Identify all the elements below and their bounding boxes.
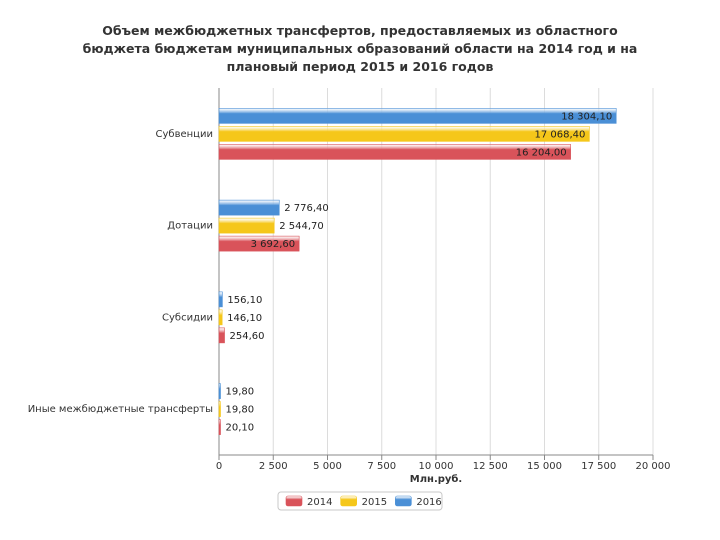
bar-2014-1[interactable]: [218, 144, 571, 160]
x-tick-label: 0: [216, 461, 222, 472]
bar-2014-2[interactable]: [218, 235, 300, 252]
data-label: 19,80: [226, 387, 255, 398]
data-label: 254,60: [230, 331, 265, 342]
chart-title-line-3: плановый период 2015 и 2016 годов: [226, 59, 494, 74]
data-label: 19,80: [226, 405, 255, 416]
legend-label-2016[interactable]: 2016: [416, 497, 441, 508]
x-tick-label: 17 500: [581, 461, 616, 472]
chart-title: Объем межбюджетных трансфертов, предоста…: [60, 22, 660, 76]
chart-title-line-1: Объем межбюджетных трансфертов, предоста…: [102, 23, 618, 38]
category-label: Субвенции: [156, 129, 213, 140]
category-label: Субсидии: [162, 312, 213, 323]
bar-2014-4[interactable]: [218, 419, 221, 435]
x-tick-label: 2 500: [259, 461, 288, 472]
category-label: Иные межбюджетные трансферты: [28, 404, 213, 415]
data-label: 2 776,40: [284, 203, 329, 214]
category-label: Дотации: [167, 221, 213, 232]
chart-title-line-2: бюджета бюджетам муниципальных образован…: [82, 41, 638, 56]
data-label: 3 692,60: [251, 239, 296, 250]
x-tick-label: 15 000: [527, 461, 562, 472]
legend-swatch-2016[interactable]: [395, 495, 412, 507]
bar-2016-4[interactable]: [218, 383, 221, 399]
bar-2015-3[interactable]: [218, 309, 223, 326]
x-tick-label: 12 500: [473, 461, 508, 472]
x-tick-label: 10 000: [419, 461, 454, 472]
legend-swatch-2015[interactable]: [340, 495, 357, 507]
bar-2014-3[interactable]: [218, 327, 225, 344]
x-axis-label: Млн.руб.: [410, 473, 462, 485]
bar-2015-1[interactable]: [218, 126, 590, 142]
x-tick-label: 7 500: [367, 461, 396, 472]
data-label: 17 068,40: [534, 129, 585, 140]
bar-2016-1[interactable]: [218, 108, 617, 124]
bar-2016-3[interactable]: [218, 291, 223, 308]
x-tick-label: 20 000: [636, 461, 671, 472]
data-label: 156,10: [227, 295, 262, 306]
data-label: 18 304,10: [561, 111, 612, 122]
data-label: 146,10: [227, 313, 262, 324]
data-label: 2 544,70: [279, 221, 324, 232]
legend-swatch-2014[interactable]: [285, 495, 303, 507]
legend-label-2015[interactable]: 2015: [362, 497, 387, 508]
bar-2015-2[interactable]: [218, 217, 275, 234]
data-label: 16 204,00: [516, 147, 567, 158]
x-tick-label: 5 000: [313, 461, 342, 472]
bar-2015-4[interactable]: [218, 401, 221, 417]
bar-2016-2[interactable]: [218, 199, 280, 216]
data-label: 20,10: [226, 423, 255, 434]
legend-label-2014[interactable]: 2014: [307, 497, 332, 508]
